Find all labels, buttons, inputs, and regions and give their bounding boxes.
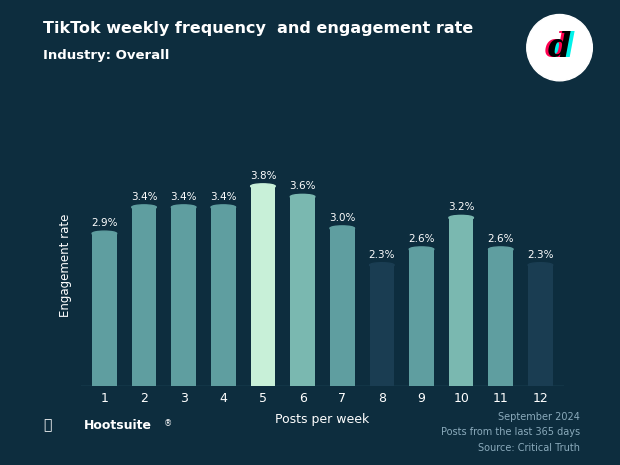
Text: ®: ® bbox=[164, 418, 172, 428]
Bar bbox=[528, 265, 552, 386]
Ellipse shape bbox=[330, 226, 355, 231]
Text: d: d bbox=[552, 31, 575, 64]
Text: 2.3%: 2.3% bbox=[369, 250, 395, 260]
Ellipse shape bbox=[131, 205, 156, 210]
Text: 3.4%: 3.4% bbox=[170, 192, 197, 202]
Ellipse shape bbox=[528, 263, 552, 267]
Text: 2.9%: 2.9% bbox=[91, 218, 118, 228]
Bar bbox=[211, 207, 236, 386]
Text: 3.6%: 3.6% bbox=[290, 181, 316, 192]
Bar bbox=[131, 207, 156, 386]
X-axis label: Posts per week: Posts per week bbox=[275, 413, 370, 426]
Text: 2.3%: 2.3% bbox=[527, 250, 554, 260]
Text: 3.0%: 3.0% bbox=[329, 213, 355, 223]
Text: Hootsuite: Hootsuite bbox=[84, 419, 152, 432]
Text: Industry: Overall: Industry: Overall bbox=[43, 49, 170, 62]
Text: 3.8%: 3.8% bbox=[250, 171, 276, 181]
Bar bbox=[449, 218, 474, 386]
Ellipse shape bbox=[171, 205, 196, 210]
Bar bbox=[489, 249, 513, 386]
Ellipse shape bbox=[489, 247, 513, 252]
Ellipse shape bbox=[290, 194, 315, 199]
Bar bbox=[250, 186, 275, 386]
Text: 🦉: 🦉 bbox=[43, 418, 52, 432]
Bar bbox=[290, 197, 315, 386]
Ellipse shape bbox=[370, 263, 394, 267]
Ellipse shape bbox=[409, 247, 434, 252]
Text: 2.6%: 2.6% bbox=[487, 234, 514, 244]
Ellipse shape bbox=[250, 184, 275, 189]
Text: September 2024
Posts from the last 365 days
Source: Critical Truth: September 2024 Posts from the last 365 d… bbox=[441, 412, 580, 453]
Text: TikTok weekly frequency  and engagement rate: TikTok weekly frequency and engagement r… bbox=[43, 21, 474, 36]
Ellipse shape bbox=[449, 215, 474, 220]
Bar bbox=[330, 228, 355, 386]
Bar bbox=[171, 207, 196, 386]
Text: d: d bbox=[548, 31, 571, 64]
Ellipse shape bbox=[92, 231, 117, 236]
Bar bbox=[409, 249, 434, 386]
Text: 3.2%: 3.2% bbox=[448, 202, 474, 213]
Bar bbox=[370, 265, 394, 386]
Text: 2.6%: 2.6% bbox=[408, 234, 435, 244]
Bar bbox=[92, 233, 117, 386]
Ellipse shape bbox=[211, 205, 236, 210]
Y-axis label: Engagement rate: Engagement rate bbox=[60, 213, 73, 317]
Text: 3.4%: 3.4% bbox=[131, 192, 157, 202]
Text: d: d bbox=[545, 31, 569, 64]
Text: 3.4%: 3.4% bbox=[210, 192, 237, 202]
Circle shape bbox=[527, 14, 592, 81]
